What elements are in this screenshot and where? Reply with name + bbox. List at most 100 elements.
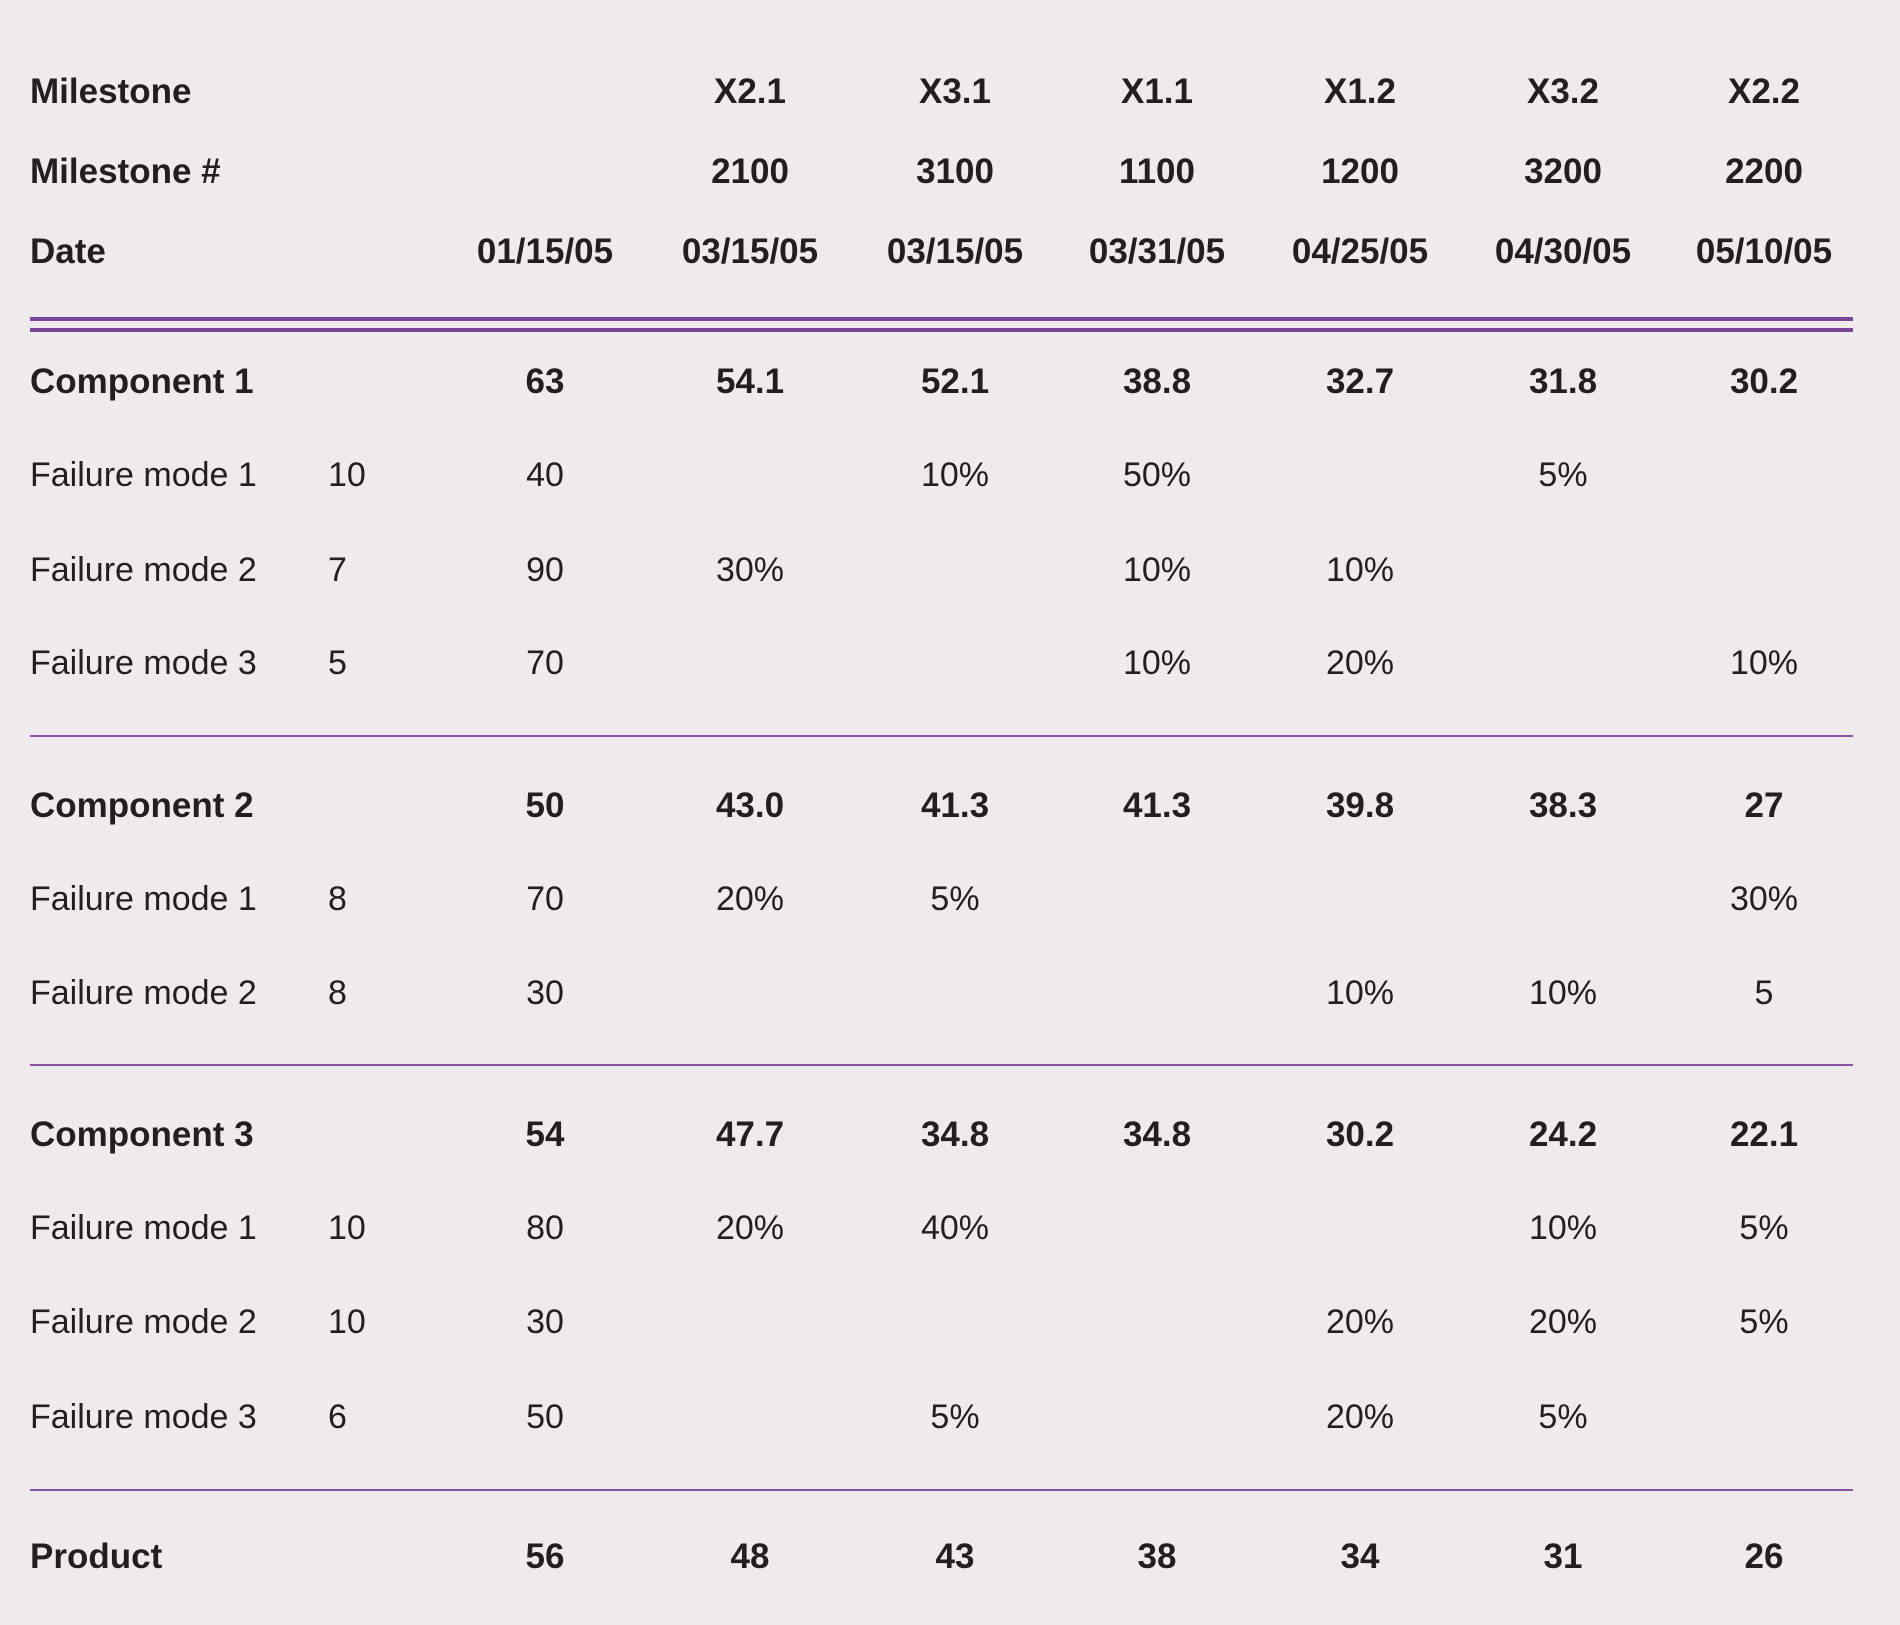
failure-mode-name: Failure mode 3: [30, 644, 257, 682]
milestone-number: 2100: [711, 152, 789, 191]
milestone-id: X3.2: [1527, 72, 1599, 111]
component-value: 34.8: [920, 1115, 990, 1154]
component-value: 41.3: [920, 786, 990, 825]
milestone-number: 3200: [1524, 152, 1602, 191]
component-value: 50: [525, 786, 565, 825]
component-value: 34.8: [1122, 1115, 1192, 1154]
failure-mode-cell: 10%: [1122, 551, 1192, 589]
failure-mode-cell: 70: [526, 880, 564, 918]
failure-mode-cell: 20%: [715, 880, 785, 918]
failure-mode-name: Failure mode 1: [30, 880, 257, 918]
failure-mode-cell: 70: [526, 644, 564, 682]
product-value: 43: [935, 1537, 975, 1576]
milestone-date: 03/15/05: [886, 232, 1024, 271]
failure-mode-cell: 50: [526, 1398, 564, 1436]
component-value: 27: [1744, 786, 1784, 825]
milestone-row-label: Milestone: [30, 72, 192, 111]
product-value: 26: [1744, 1537, 1784, 1576]
component-value: 43.0: [715, 786, 785, 825]
failure-mode-cell: 5%: [1739, 1303, 1789, 1341]
failure-mode-weight: 10: [328, 1209, 366, 1247]
milestone-number-row-label: Milestone #: [30, 152, 221, 191]
failure-mode-cell: 10%: [1528, 974, 1598, 1012]
product-label: Product: [30, 1537, 163, 1576]
failure-mode-weight: 10: [328, 1303, 366, 1341]
failure-mode-cell: 5%: [930, 880, 980, 918]
component-value: 38.8: [1122, 362, 1192, 401]
failure-mode-cell: 5%: [930, 1398, 980, 1436]
component-value: 30.2: [1729, 362, 1799, 401]
milestone-date: 03/15/05: [681, 232, 819, 271]
component-value: 38.3: [1528, 786, 1598, 825]
failure-mode-cell: 50%: [1122, 456, 1192, 494]
failure-mode-cell: 10%: [1729, 644, 1799, 682]
failure-mode-name: Failure mode 1: [30, 456, 257, 494]
component-value: 24.2: [1528, 1115, 1598, 1154]
failure-mode-cell: 5%: [1538, 1398, 1588, 1436]
failure-mode-name: Failure mode 2: [30, 974, 257, 1012]
milestone-number: 3100: [916, 152, 994, 191]
milestone-date: 05/10/05: [1695, 232, 1833, 271]
failure-mode-cell: 10%: [1122, 644, 1192, 682]
failure-mode-cell: 5%: [1739, 1209, 1789, 1247]
failure-mode-cell: 30: [526, 974, 564, 1012]
component-value: 39.8: [1325, 786, 1395, 825]
milestone-id: X1.1: [1121, 72, 1193, 111]
failure-mode-cell: 30%: [1729, 880, 1799, 918]
failure-mode-weight: 8: [328, 880, 347, 918]
component-value: 54.1: [715, 362, 785, 401]
section-divider: [30, 1064, 1853, 1066]
product-value: 31: [1543, 1537, 1583, 1576]
failure-mode-weight: 5: [328, 644, 347, 682]
product-value: 38: [1137, 1537, 1177, 1576]
milestone-id: X3.1: [919, 72, 991, 111]
failure-mode-cell: 20%: [1325, 644, 1395, 682]
failure-mode-weight: 10: [328, 456, 366, 494]
section-divider: [30, 735, 1853, 737]
milestone-date: 04/30/05: [1494, 232, 1632, 271]
component-value: 32.7: [1325, 362, 1395, 401]
failure-mode-cell: 20%: [1325, 1398, 1395, 1436]
component-value: 30.2: [1325, 1115, 1395, 1154]
component-value: 54: [525, 1115, 565, 1154]
product-value: 56: [525, 1537, 565, 1576]
milestone-id: X2.2: [1728, 72, 1800, 111]
component-value: 31.8: [1528, 362, 1598, 401]
failure-mode-cell: 80: [526, 1209, 564, 1247]
milestone-date: 01/15/05: [476, 232, 614, 271]
failure-mode-cell: 40: [526, 456, 564, 494]
milestone-id: X2.1: [714, 72, 786, 111]
failure-mode-cell: 40%: [920, 1209, 990, 1247]
failure-mode-cell: 10%: [920, 456, 990, 494]
section-divider: [30, 1489, 1853, 1491]
header-double-rule-top: [30, 317, 1853, 321]
failure-mode-name: Failure mode 1: [30, 1209, 257, 1247]
date-row-label: Date: [30, 232, 106, 271]
failure-mode-cell: 5%: [1538, 456, 1588, 494]
product-value: 34: [1340, 1537, 1380, 1576]
header-double-rule-bottom: [30, 328, 1853, 332]
failure-mode-cell: 10%: [1528, 1209, 1598, 1247]
failure-mode-cell: 20%: [715, 1209, 785, 1247]
component-value: 41.3: [1122, 786, 1192, 825]
failure-mode-cell: 20%: [1528, 1303, 1598, 1341]
milestone-number: 1100: [1119, 152, 1195, 191]
failure-mode-name: Failure mode 3: [30, 1398, 257, 1436]
failure-mode-name: Failure mode 2: [30, 1303, 257, 1341]
component-value: 52.1: [920, 362, 990, 401]
product-value: 48: [730, 1537, 770, 1576]
component-name: Component 1: [30, 362, 254, 401]
failure-mode-cell: 5: [1754, 974, 1774, 1012]
failure-mode-cell: 10%: [1325, 551, 1395, 589]
failure-mode-cell: 90: [526, 551, 564, 589]
failure-mode-cell: 30: [526, 1303, 564, 1341]
milestone-date: 03/31/05: [1088, 232, 1226, 271]
milestone-id: X1.2: [1324, 72, 1396, 111]
component-name: Component 3: [30, 1115, 254, 1154]
failure-mode-cell: 20%: [1325, 1303, 1395, 1341]
milestone-number: 1200: [1321, 152, 1399, 191]
failure-mode-weight: 6: [328, 1398, 347, 1436]
failure-mode-cell: 30%: [715, 551, 785, 589]
milestone-number: 2200: [1725, 152, 1803, 191]
